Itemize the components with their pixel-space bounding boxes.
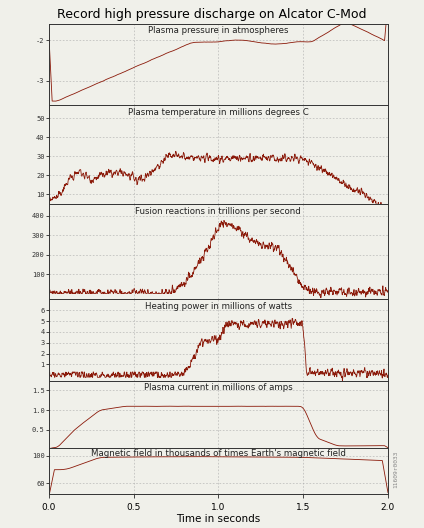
Text: Plasma pressure in atmospheres: Plasma pressure in atmospheres [148,26,289,35]
Text: Heating power in millions of watts: Heating power in millions of watts [145,302,292,311]
Text: Fusion reactions in trillions per second: Fusion reactions in trillions per second [136,207,301,216]
Text: 11609r0033: 11609r0033 [393,451,399,488]
X-axis label: Time in seconds: Time in seconds [176,514,260,524]
Text: Magnetic field in thousands of times Earth's magnetic field: Magnetic field in thousands of times Ear… [91,449,346,458]
Text: Plasma temperature in millions degrees C: Plasma temperature in millions degrees C [128,108,309,117]
Text: Record high pressure discharge on Alcator C-Mod: Record high pressure discharge on Alcato… [57,8,367,21]
Text: Plasma current in millions of amps: Plasma current in millions of amps [144,383,293,392]
